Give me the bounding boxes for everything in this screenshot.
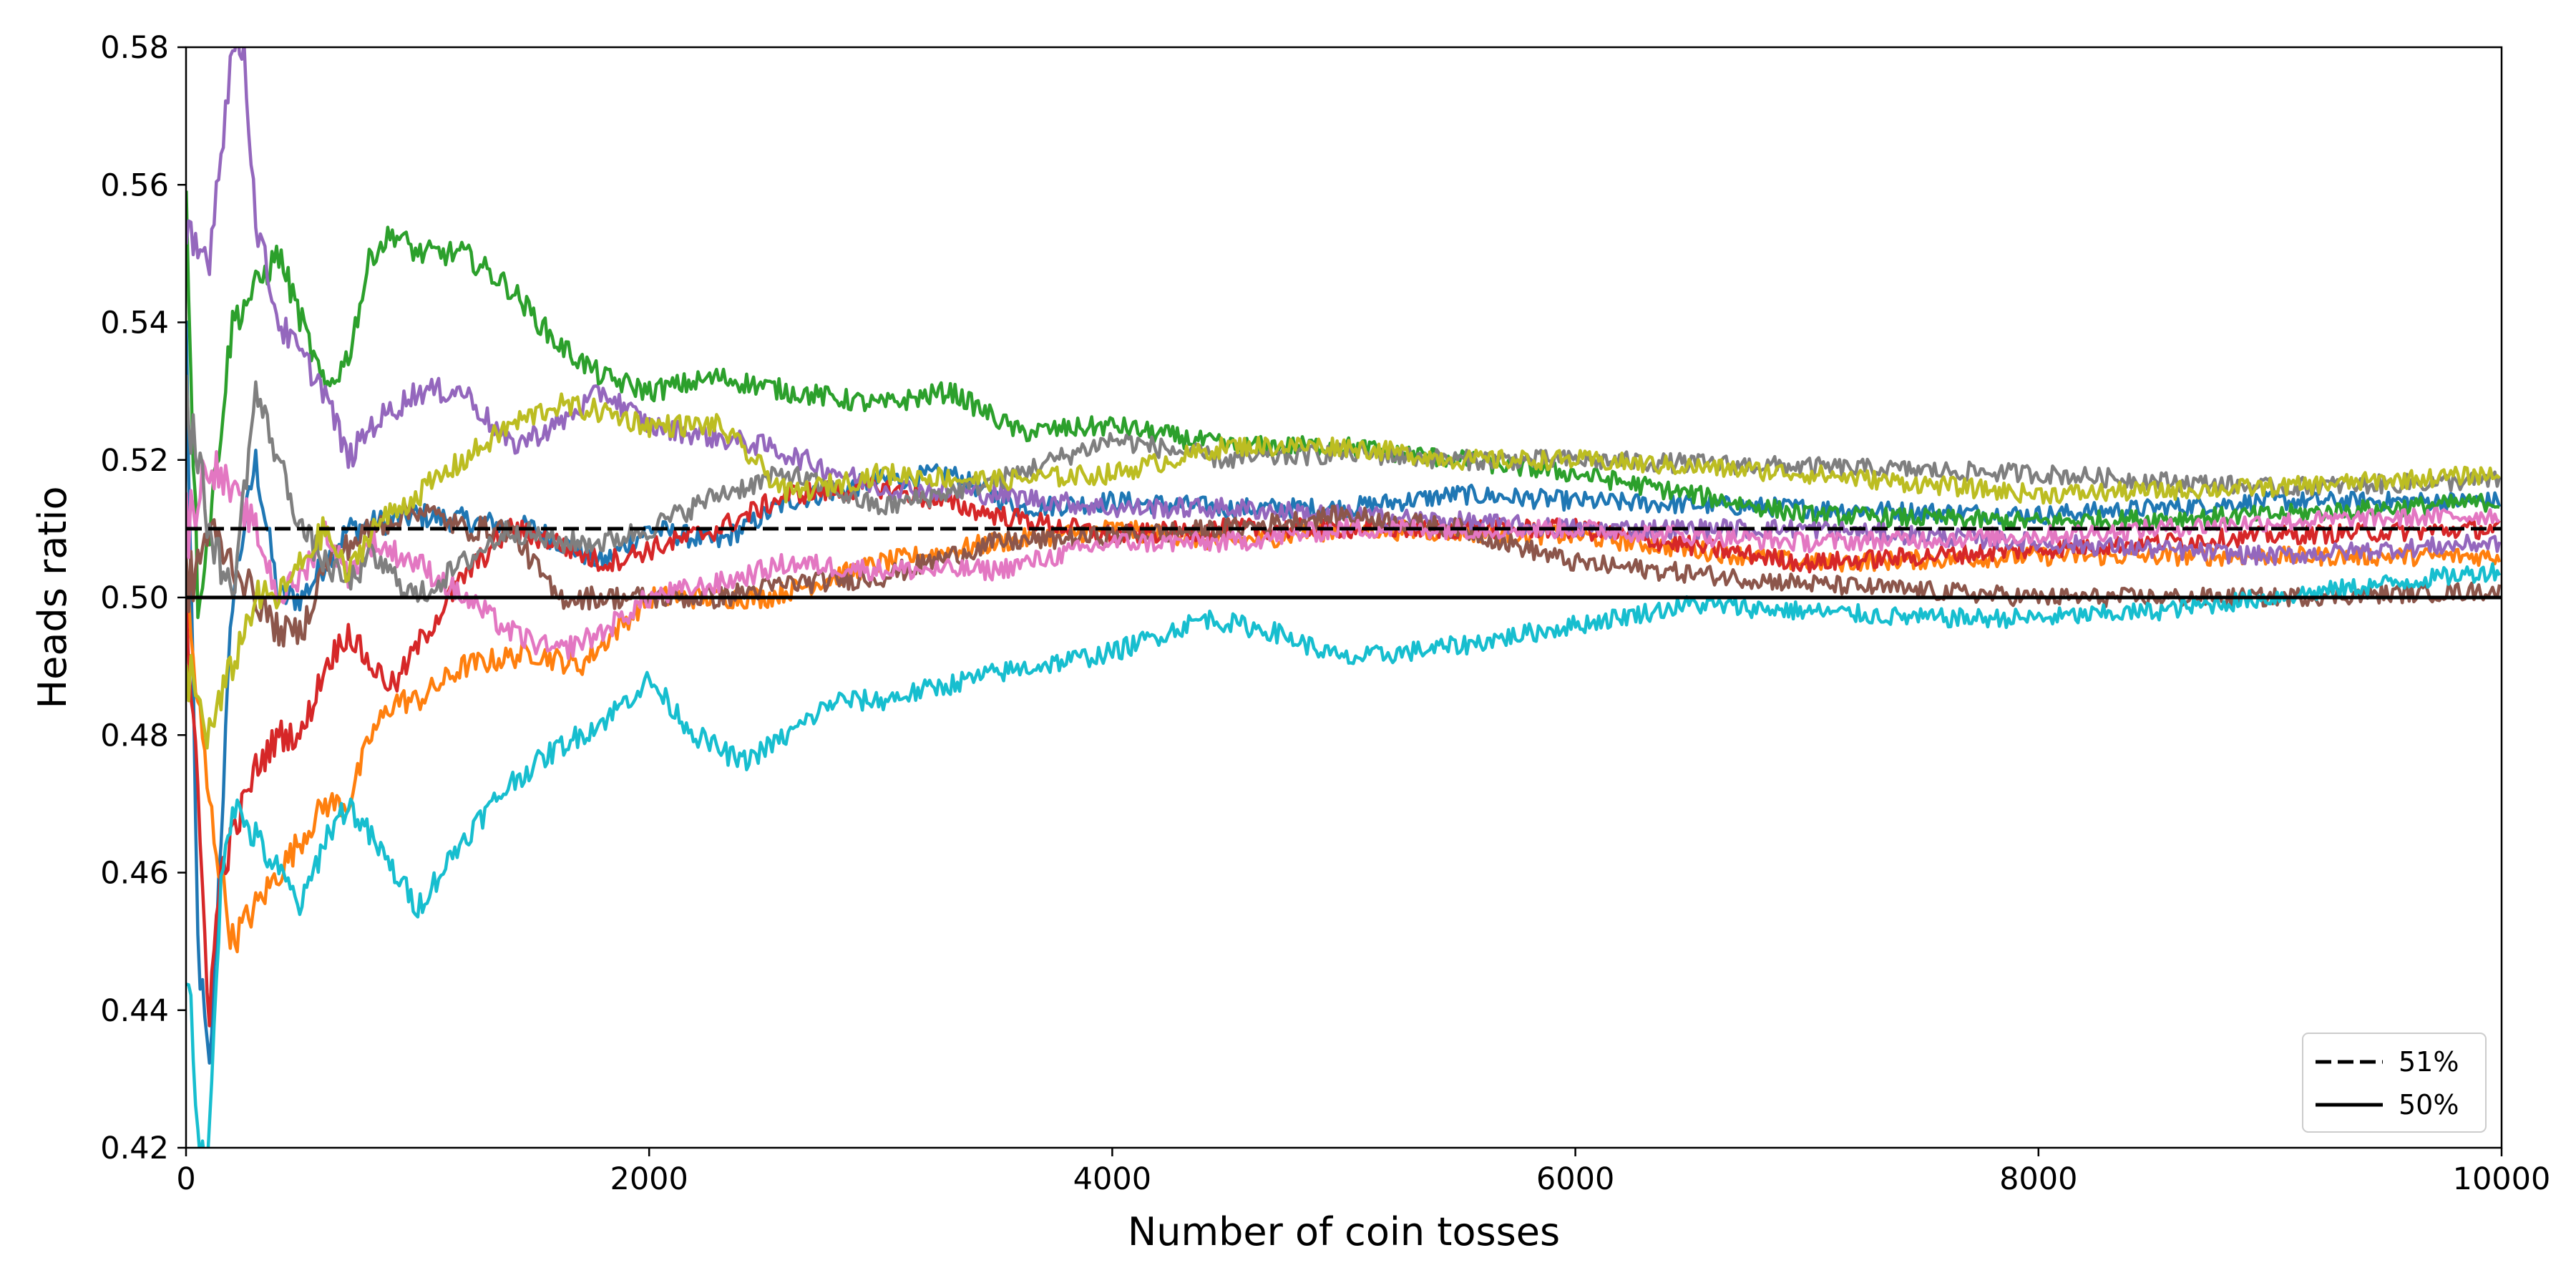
series-line-9: [186, 392, 2501, 750]
legend-box: [2302, 1033, 2487, 1133]
x-axis: 0 2000 4000 6000 8000 10000: [176, 1148, 2550, 1197]
y-tick-label: 0.58: [100, 30, 169, 66]
y-axis-label: Heads ratio: [30, 486, 75, 708]
x-tick-label: 6000: [1536, 1161, 1614, 1197]
series-line-8: [186, 374, 2502, 603]
x-tick-label: 0: [176, 1161, 195, 1197]
y-tick-label: 0.44: [100, 993, 169, 1029]
y-tick-label: 0.48: [100, 718, 169, 753]
y-tick-label: 0.46: [100, 856, 169, 892]
reference-lines: [186, 527, 2502, 600]
series-line-10: [186, 562, 2502, 1148]
y-tick-label: 0.50: [100, 580, 169, 616]
x-tick-label: 10000: [2453, 1161, 2551, 1197]
y-tick-label: 0.56: [100, 167, 169, 203]
x-tick-label: 4000: [1073, 1161, 1151, 1197]
y-tick-label: 0.52: [100, 443, 169, 479]
y-tick-label: 0.42: [100, 1131, 169, 1166]
x-tick-label: 2000: [610, 1161, 688, 1197]
legend-label: 51%: [2399, 1046, 2459, 1078]
legend: 51%50%: [2302, 1033, 2487, 1133]
series-line-7: [186, 450, 2500, 660]
y-axis: 0.42 0.44 0.46 0.48 0.50 0.52 0.54 0.56 0.58: [100, 30, 186, 1166]
x-tick-label: 8000: [1999, 1161, 2077, 1197]
x-axis-label: Number of coin tosses: [1128, 1209, 1560, 1254]
y-tick-label: 0.54: [100, 306, 169, 341]
legend-label: 50%: [2399, 1089, 2459, 1121]
